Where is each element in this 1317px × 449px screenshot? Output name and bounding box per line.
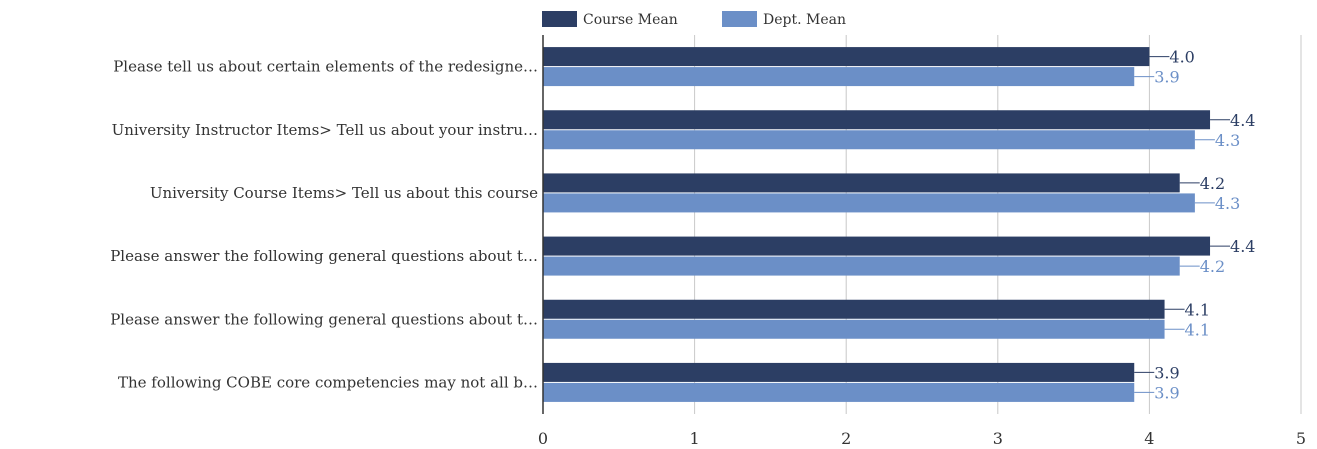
value-label: 4.3 — [1215, 194, 1240, 213]
x-tick-label: 4 — [1144, 429, 1154, 448]
x-tick-label: 5 — [1296, 429, 1306, 448]
category-label: University Instructor Items> Tell us abo… — [112, 121, 538, 139]
legend-swatch-course-mean — [542, 11, 577, 27]
value-label: 4.1 — [1185, 300, 1210, 319]
bar-dept-mean — [543, 256, 1180, 276]
x-tick-label: 3 — [993, 429, 1003, 448]
value-label: 4.3 — [1215, 131, 1240, 150]
category-label: Please answer the following general ques… — [110, 247, 538, 265]
bar-dept-mean — [543, 193, 1195, 213]
bar-course-mean — [543, 173, 1180, 193]
value-label: 4.4 — [1230, 111, 1255, 130]
value-label: 4.4 — [1230, 237, 1255, 256]
bar-dept-mean — [543, 319, 1165, 339]
legend: Course Mean Dept. Mean — [542, 11, 846, 28]
value-label: 4.2 — [1200, 174, 1225, 193]
x-tick-label: 0 — [538, 429, 548, 448]
bars — [543, 47, 1211, 402]
value-label: 4.2 — [1200, 257, 1225, 276]
legend-label-dept-mean: Dept. Mean — [763, 12, 846, 28]
bar-course-mean — [543, 299, 1165, 319]
bar-course-mean — [543, 236, 1211, 256]
bar-course-mean — [543, 110, 1211, 130]
bar-dept-mean — [543, 67, 1135, 87]
value-labels: 4.03.94.44.34.24.34.44.24.14.13.93.9 — [1154, 48, 1255, 403]
x-tick-label: 2 — [841, 429, 851, 448]
value-label: 3.9 — [1154, 363, 1179, 382]
category-label: The following COBE core competencies may… — [118, 373, 538, 391]
bar-course-mean — [543, 362, 1135, 382]
value-label: 3.9 — [1154, 68, 1179, 87]
category-label: Please answer the following general ques… — [110, 310, 538, 328]
value-leaders — [1134, 56, 1231, 393]
bar-dept-mean — [543, 130, 1195, 150]
category-label: Please tell us about certain elements of… — [113, 58, 538, 76]
bar-dept-mean — [543, 382, 1135, 402]
legend-swatch-dept-mean — [722, 11, 757, 27]
x-tick-labels: 0 1 2 3 4 5 — [538, 429, 1306, 448]
category-labels: Please tell us about certain elements of… — [110, 58, 538, 392]
value-label: 4.0 — [1169, 48, 1194, 67]
value-label: 3.9 — [1154, 383, 1179, 402]
gridlines — [694, 35, 1302, 414]
legend-label-course-mean: Course Mean — [583, 12, 678, 28]
bar-course-mean — [543, 47, 1150, 67]
value-label: 4.1 — [1185, 320, 1210, 339]
category-label: University Course Items> Tell us about t… — [150, 184, 538, 202]
x-tick-label: 1 — [690, 429, 700, 448]
